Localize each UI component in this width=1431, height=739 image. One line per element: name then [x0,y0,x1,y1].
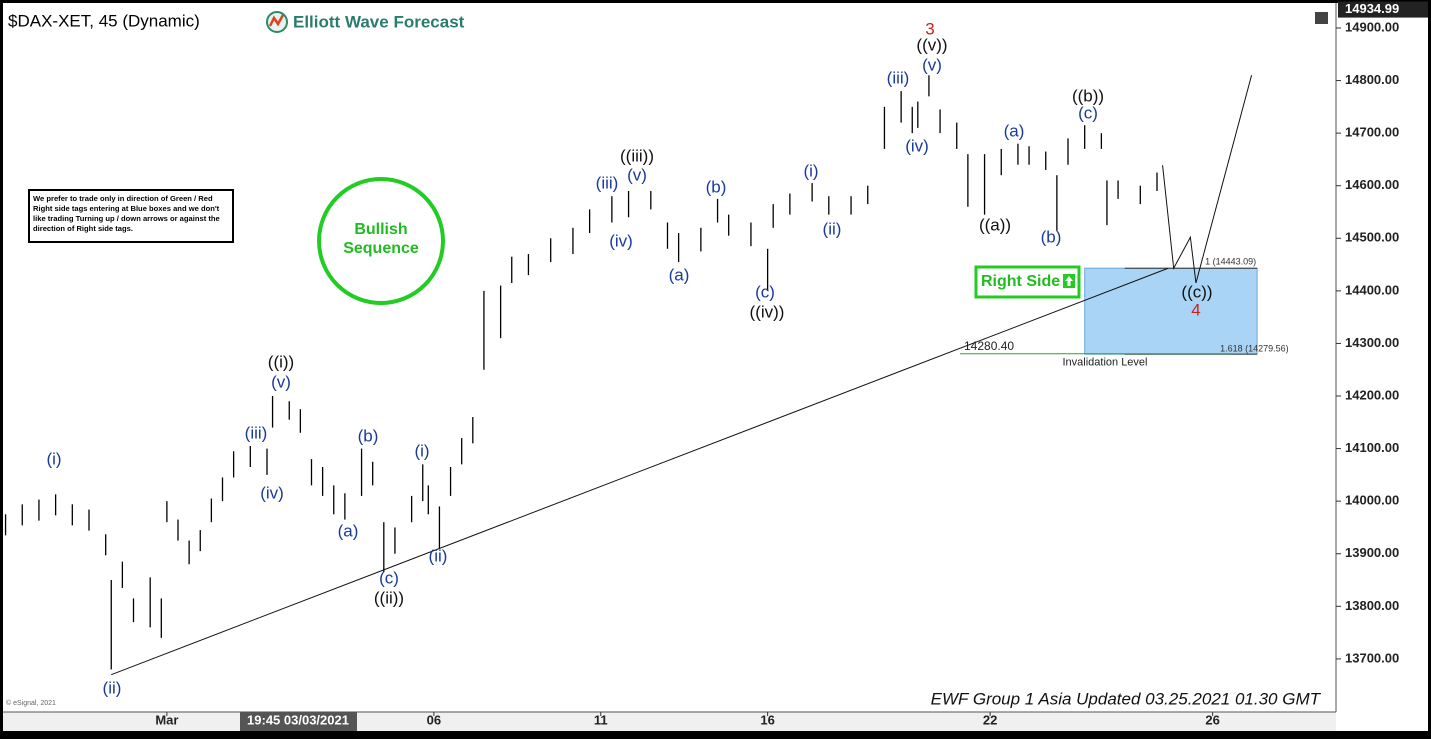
wave-label: ((c)) [1181,282,1212,301]
wave-label: (i) [46,449,61,468]
wave-label: (i) [414,441,429,460]
footer: EWF Group 1 Asia Updated 03.25.2021 01.3… [931,689,1322,708]
x-tick-label: 26 [1205,712,1219,727]
logo: Elliott Wave Forecast [266,11,465,33]
wave-label: (iii) [596,173,619,192]
wave-label: (iv) [260,483,284,502]
cursor-time-box [240,712,357,731]
wave-label: ((i)) [268,352,294,371]
y-tick-label: 14200.00 [1345,387,1399,402]
wave-label: ((v)) [916,35,947,54]
menu-icon [1315,12,1328,24]
wave-label: (b) [358,426,379,445]
logo-wave [268,14,285,27]
wave-label: 3 [925,19,934,38]
chart-title: $DAX-XET, 45 (Dynamic) [8,11,200,30]
wave-label: (c) [1078,103,1098,122]
wave-label: (ii) [103,678,122,697]
y-tick-label: 13800.00 [1345,598,1399,613]
copyright: © eSignal, 2021 [6,699,56,707]
x-tick-label: 16 [760,712,774,727]
projection-path [1162,75,1253,284]
bullish-badge [317,177,445,305]
fib-label: 1 (14443.09) [1205,257,1256,267]
wave-label: (v) [271,372,291,391]
right-side-text: Right Side [981,273,1060,290]
wave-label: (ii) [429,546,448,565]
wave-label: (v) [627,165,647,184]
wave-label: (a) [1004,121,1025,140]
wave-label: ((iii)) [620,146,654,165]
y-tick-label: 14400.00 [1345,282,1399,297]
invalidation-value: 14280.40 [964,339,1014,353]
y-tick-label: 13700.00 [1345,650,1399,665]
wave-label: ((ii)) [374,588,404,607]
wave-label: (iii) [887,68,910,87]
y-tick-label: 14000.00 [1345,493,1399,508]
y-tick-label: 14800.00 [1345,72,1399,87]
wave-label: (a) [338,521,359,540]
wave-label: (c) [379,568,399,587]
cursor-time: 19:45 03/03/2021 [247,712,349,727]
wave-label: (iv) [609,231,633,250]
y-tick-label: 13900.00 [1345,545,1399,560]
wave-label: (a) [669,265,690,284]
y-tick-label: 14600.00 [1345,177,1399,192]
x-tick-label: 22 [983,712,997,727]
x-tick-label: Mar [155,712,178,727]
wave-label: ((b)) [1072,86,1104,105]
x-tick-label: 06 [427,712,441,727]
x-tick-label: 11 [594,712,608,727]
wave-label: (iii) [245,423,268,442]
badge-line: Bullish [354,221,407,238]
target-zone [1084,267,1258,355]
wave-label: (b) [706,177,727,196]
invalidation-text: Invalidation Level [1062,357,1147,369]
wave-label: (c) [755,282,775,301]
wave-label: (v) [922,55,942,74]
y-tick-label: 14500.00 [1345,230,1399,245]
disclaimer: We prefer to trade only in direction of … [28,189,234,243]
wave-label: 4 [1191,300,1200,319]
brand: Elliott Wave Forecast [293,12,465,31]
last-price-box [1338,1,1428,18]
y-tick-label: 14300.00 [1345,335,1399,350]
wave-label: (i) [803,161,818,180]
badge-line: Sequence [343,240,419,257]
wave-label: ((a)) [979,215,1011,234]
trendline [111,267,1169,676]
wave-label: ((iv)) [750,302,785,321]
last-price: 14934.99 [1345,1,1399,16]
price-axis-area [1336,3,1428,712]
time-axis-area [3,712,1336,731]
wave-label: (ii) [823,219,842,238]
y-tick-label: 14100.00 [1345,440,1399,455]
y-tick-label: 14900.00 [1345,19,1399,34]
background [3,3,1428,731]
arrow-glyph [1065,276,1073,286]
right-side-tag [974,265,1081,299]
wave-label: (b) [1041,227,1062,246]
fib-label: 1.618 (14279.56) [1220,344,1289,354]
wave-label: (iv) [905,136,929,155]
y-tick-label: 14700.00 [1345,125,1399,140]
